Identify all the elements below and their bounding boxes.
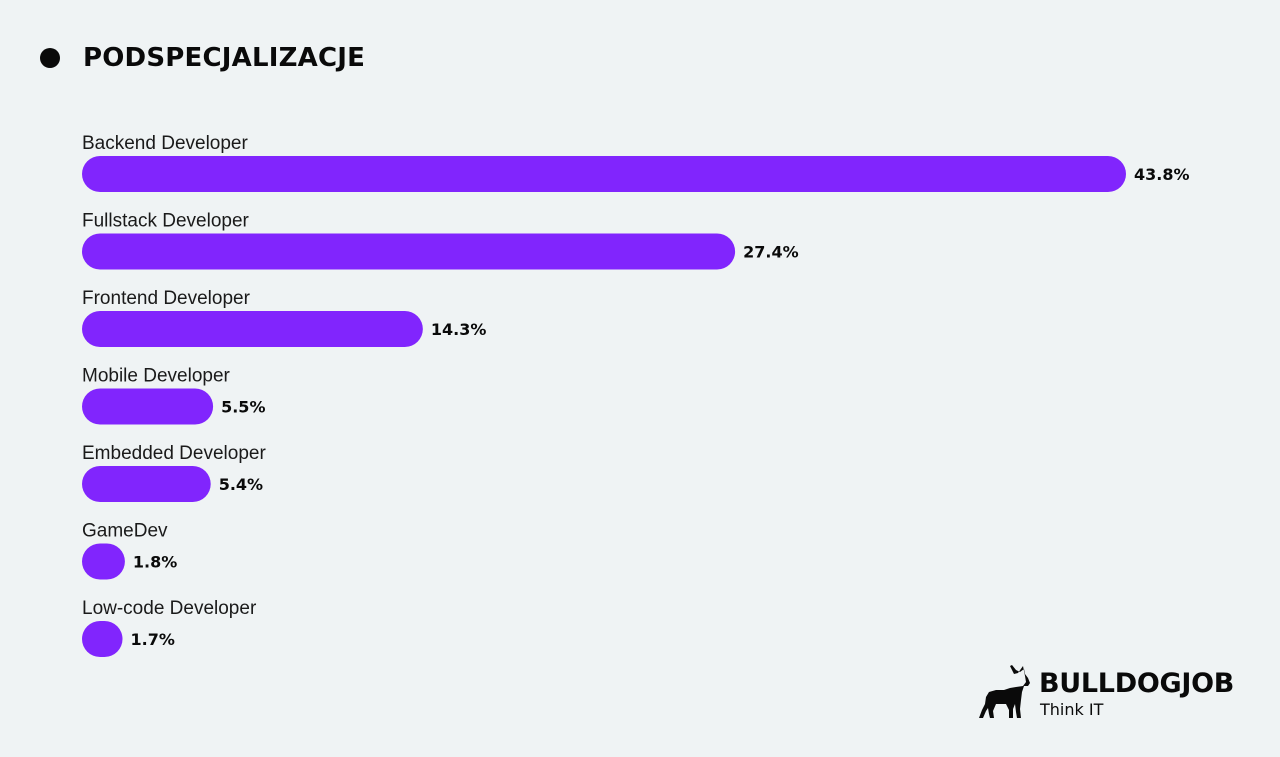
value-label: 5.4% xyxy=(219,475,263,494)
bulldog-icon xyxy=(979,665,1030,718)
value-label: 14.3% xyxy=(431,320,487,339)
bar xyxy=(82,156,1126,192)
bar xyxy=(82,233,736,270)
value-label: 43.8% xyxy=(1134,165,1190,184)
category-label: Low-code Developer xyxy=(82,598,257,619)
bar xyxy=(82,466,211,502)
bar xyxy=(82,543,125,580)
chart-title: PODSPECJALIZACJE xyxy=(83,43,366,73)
title-bullet xyxy=(40,48,60,68)
value-label: 1.8% xyxy=(133,553,177,572)
value-label: 1.7% xyxy=(131,630,175,649)
value-label: 27.4% xyxy=(743,243,799,262)
bar xyxy=(82,621,123,657)
category-label: Mobile Developer xyxy=(82,366,231,387)
bar xyxy=(82,388,214,425)
category-label: Backend Developer xyxy=(82,133,248,154)
category-label: Embedded Developer xyxy=(82,443,266,464)
category-label: Frontend Developer xyxy=(82,288,251,309)
bar xyxy=(82,311,423,347)
brand-tagline: Think IT xyxy=(1040,700,1104,719)
bulldogjob-logo: BULLDOGJOB Think IT xyxy=(976,664,1266,724)
category-label: Fullstack Developer xyxy=(82,211,250,232)
category-label: GameDev xyxy=(82,521,168,542)
brand-name: BULLDOGJOB xyxy=(1039,668,1235,699)
value-label: 5.5% xyxy=(221,398,265,417)
